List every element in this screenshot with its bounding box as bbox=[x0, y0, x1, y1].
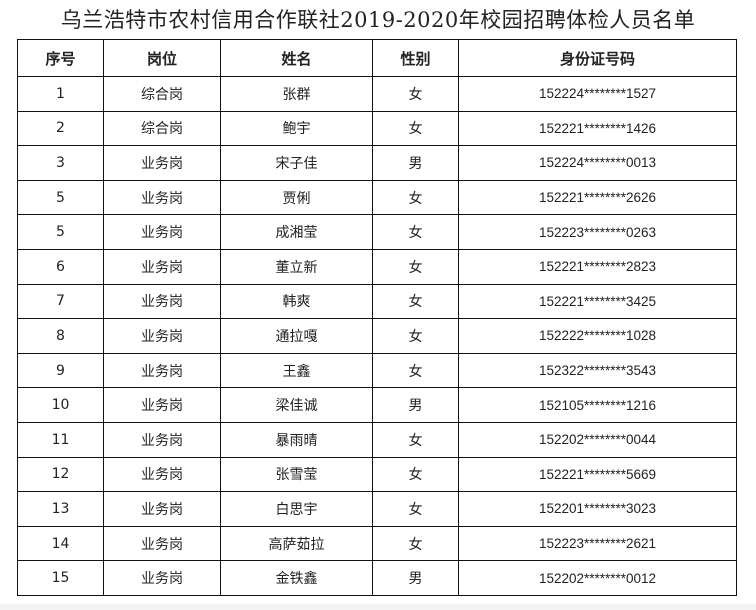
cell-gender: 女 bbox=[372, 110, 459, 147]
header-id-number: 身份证号码 bbox=[458, 39, 737, 77]
cell-gender: 女 bbox=[372, 456, 459, 493]
table-row: 13 业务岗 白思宇女 152201********3023 bbox=[17, 491, 737, 527]
cell-position: 综合岗 bbox=[103, 76, 221, 112]
cell-name: 成湘莹 bbox=[220, 214, 373, 250]
cell-name: 鲍宇 bbox=[220, 110, 373, 147]
cell-position: 业务岗 bbox=[103, 525, 221, 562]
cell-position: 业务岗 bbox=[103, 352, 221, 389]
cell-name: 白思宇 bbox=[220, 491, 373, 527]
table-row: 6 业务岗 董立新女 152221********2823 bbox=[17, 248, 737, 285]
cell-position: 业务岗 bbox=[103, 456, 221, 493]
cell-index: 1 bbox=[17, 76, 104, 112]
cell-id-number: 152201********3023 bbox=[458, 491, 737, 527]
cell-name: 贾俐 bbox=[220, 179, 373, 216]
cell-name: 张雪莹 bbox=[220, 456, 373, 493]
cell-name: 金铁鑫 bbox=[220, 560, 373, 596]
cell-index: 6 bbox=[17, 248, 104, 285]
cell-position: 业务岗 bbox=[103, 283, 221, 320]
table-row: 5 业务岗 成湘莹女 152223********0263 bbox=[17, 214, 737, 250]
cell-name: 高萨茹拉 bbox=[220, 525, 373, 562]
cell-gender: 男 bbox=[372, 145, 459, 181]
cell-index: 3 bbox=[17, 145, 104, 181]
header-index: 序号 bbox=[17, 39, 104, 77]
cell-gender: 女 bbox=[372, 352, 459, 389]
cell-position: 业务岗 bbox=[103, 179, 221, 216]
cell-id-number: 152223********2621 bbox=[458, 525, 737, 562]
table-row: 10 业务岗 梁佳诚男 152105********1216 bbox=[17, 387, 737, 423]
cell-name: 张群 bbox=[220, 76, 373, 112]
cell-gender: 女 bbox=[372, 214, 459, 250]
table-row: 9 业务岗 王鑫女 152322********3543 bbox=[17, 352, 737, 389]
table-row: 2 综合岗 鲍宇女 152221********1426 bbox=[17, 110, 737, 147]
cell-gender: 女 bbox=[372, 421, 459, 458]
table-row: 3 业务岗 宋子佳男 152224********0013 bbox=[17, 145, 737, 181]
cell-id-number: 152221********5669 bbox=[458, 456, 737, 493]
cell-position: 业务岗 bbox=[103, 560, 221, 596]
cell-gender: 女 bbox=[372, 179, 459, 216]
table-row: 14 业务岗 高萨茹拉女 152223********2621 bbox=[17, 525, 737, 562]
table-row: 8 业务岗 通拉嘎女 152222********1028 bbox=[17, 318, 737, 354]
cell-position: 业务岗 bbox=[103, 318, 221, 354]
cell-position: 业务岗 bbox=[103, 491, 221, 527]
cell-index: 7 bbox=[17, 283, 104, 320]
table-row: 7 业务岗 韩爽女 152221********3425 bbox=[17, 283, 737, 320]
cell-position: 业务岗 bbox=[103, 387, 221, 423]
cell-position: 综合岗 bbox=[103, 110, 221, 147]
cell-name: 通拉嘎 bbox=[220, 318, 373, 354]
table-row: 15 业务岗 金铁鑫男 152202********0012 bbox=[17, 560, 737, 596]
cell-name: 韩爽 bbox=[220, 283, 373, 320]
cell-gender: 女 bbox=[372, 283, 459, 320]
table-row: 1 综合岗 张群女 152224********1527 bbox=[17, 76, 737, 112]
cell-position: 业务岗 bbox=[103, 145, 221, 181]
cell-index: 5 bbox=[17, 179, 104, 216]
header-gender: 性别 bbox=[372, 39, 459, 77]
cell-gender: 女 bbox=[372, 525, 459, 562]
candidate-table: 序号 岗位 姓名 性别 身份证号码 1 综合岗 张群女 152224********1… bbox=[17, 39, 737, 596]
cell-index: 10 bbox=[17, 387, 104, 423]
cell-id-number: 152202********0012 bbox=[458, 560, 737, 596]
cell-index: 15 bbox=[17, 560, 104, 596]
cell-gender: 男 bbox=[372, 560, 459, 596]
cell-index: 8 bbox=[17, 318, 104, 354]
cell-index: 9 bbox=[17, 352, 104, 389]
cell-id-number: 152221********2823 bbox=[458, 248, 737, 285]
cell-gender: 男 bbox=[372, 387, 459, 423]
cell-id-number: 152221********1426 bbox=[458, 110, 737, 147]
cell-id-number: 152322********3543 bbox=[458, 352, 737, 389]
cell-gender: 女 bbox=[372, 491, 459, 527]
cell-gender: 女 bbox=[372, 248, 459, 285]
cell-id-number: 152105********1216 bbox=[458, 387, 737, 423]
cell-index: 11 bbox=[17, 421, 104, 458]
cell-id-number: 152223********0263 bbox=[458, 214, 737, 250]
cell-name: 宋子佳 bbox=[220, 145, 373, 181]
cell-id-number: 152224********1527 bbox=[458, 76, 737, 112]
cell-position: 业务岗 bbox=[103, 248, 221, 285]
cell-id-number: 152224********0013 bbox=[458, 145, 737, 181]
header-name: 姓名 bbox=[220, 39, 373, 77]
table-row: 5 业务岗 贾俐女 152221********2626 bbox=[17, 179, 737, 216]
cell-id-number: 152222********1028 bbox=[458, 318, 737, 354]
cell-gender: 女 bbox=[372, 318, 459, 354]
cell-name: 梁佳诚 bbox=[220, 387, 373, 423]
cell-index: 5 bbox=[17, 214, 104, 250]
cell-name: 董立新 bbox=[220, 248, 373, 285]
table-row: 11 业务岗 暴雨晴女 152202********0044 bbox=[17, 421, 737, 458]
cell-index: 12 bbox=[17, 456, 104, 493]
cell-id-number: 152221********2626 bbox=[458, 179, 737, 216]
header-position: 岗位 bbox=[103, 39, 221, 77]
cell-name: 王鑫 bbox=[220, 352, 373, 389]
cell-name: 暴雨晴 bbox=[220, 421, 373, 458]
cell-id-number: 152221********3425 bbox=[458, 283, 737, 320]
cell-position: 业务岗 bbox=[103, 421, 221, 458]
cell-position: 业务岗 bbox=[103, 214, 221, 250]
table-row: 12 业务岗 张雪莹女 152221********5669 bbox=[17, 456, 737, 493]
page-title: 乌兰浩特市农村信用合作联社2019-2020年校园招聘体检人员名单 bbox=[60, 8, 696, 32]
table-header-row: 序号 岗位 姓名 性别 身份证号码 bbox=[17, 39, 737, 77]
cell-index: 14 bbox=[17, 525, 104, 562]
cell-gender: 女 bbox=[372, 76, 459, 112]
cell-id-number: 152202********0044 bbox=[458, 421, 737, 458]
cell-index: 13 bbox=[17, 491, 104, 527]
cell-index: 2 bbox=[17, 110, 104, 147]
